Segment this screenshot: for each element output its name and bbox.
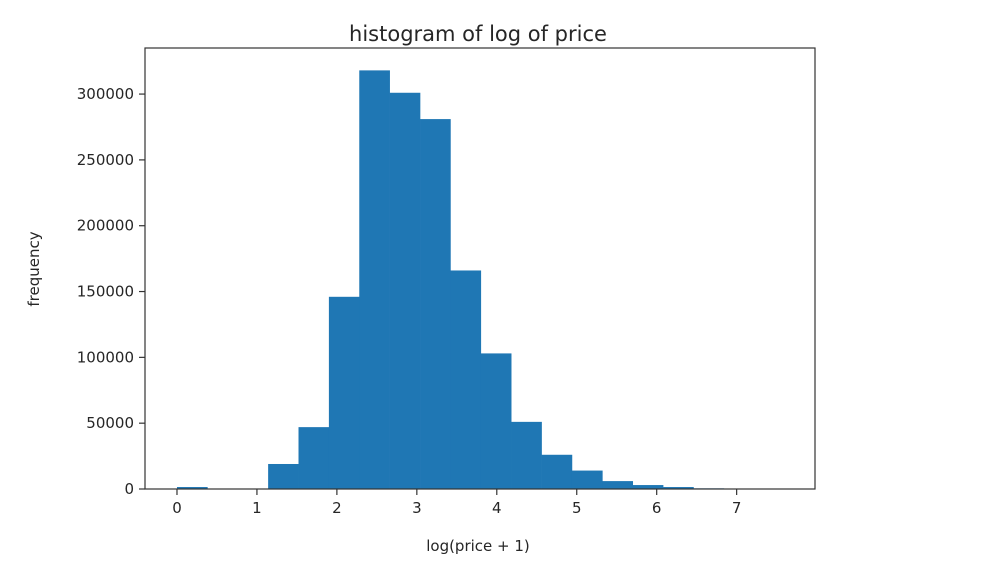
histogram-bar <box>480 353 512 489</box>
histogram-bar <box>450 270 482 489</box>
x-tick-label: 3 <box>412 499 422 517</box>
y-tick-label: 300000 <box>77 85 134 103</box>
histogram-bar <box>541 454 573 489</box>
histogram-bars <box>176 70 785 489</box>
x-tick-label: 1 <box>252 499 262 517</box>
y-axis-label: frequency <box>25 231 43 306</box>
x-tick-label: 6 <box>652 499 662 517</box>
histogram-bar <box>389 92 421 489</box>
histogram-bar <box>602 481 634 489</box>
x-tick-label: 4 <box>492 499 502 517</box>
histogram-bar <box>511 421 542 489</box>
x-axis: 0 1 2 3 4 5 6 7 <box>172 489 741 517</box>
histogram-bar <box>663 487 694 489</box>
y-tick-label: 200000 <box>77 217 134 235</box>
y-tick-label: 0 <box>124 480 134 498</box>
histogram-bar <box>359 70 390 489</box>
y-tick-label: 100000 <box>77 348 134 366</box>
y-tick-label: 50000 <box>86 414 134 432</box>
x-tick-label: 7 <box>732 499 742 517</box>
x-axis-label: log(price + 1) <box>426 537 530 555</box>
y-tick-label: 250000 <box>77 151 134 169</box>
histogram-bar <box>571 470 603 489</box>
histogram-bar <box>176 487 208 489</box>
histogram-bar <box>632 485 664 489</box>
histogram-bar <box>298 427 330 489</box>
y-axis: 0 50000 100000 150000 200000 250000 300000 <box>77 85 145 498</box>
histogram-bar <box>420 119 451 489</box>
chart-title: histogram of log of price <box>349 22 607 46</box>
x-tick-label: 0 <box>172 499 182 517</box>
histogram-bar <box>328 296 360 489</box>
plot-frame <box>144 47 816 490</box>
histogram-bar <box>268 463 299 489</box>
x-tick-label: 2 <box>332 499 342 517</box>
x-tick-label: 5 <box>572 499 582 517</box>
y-tick-label: 150000 <box>77 283 134 301</box>
